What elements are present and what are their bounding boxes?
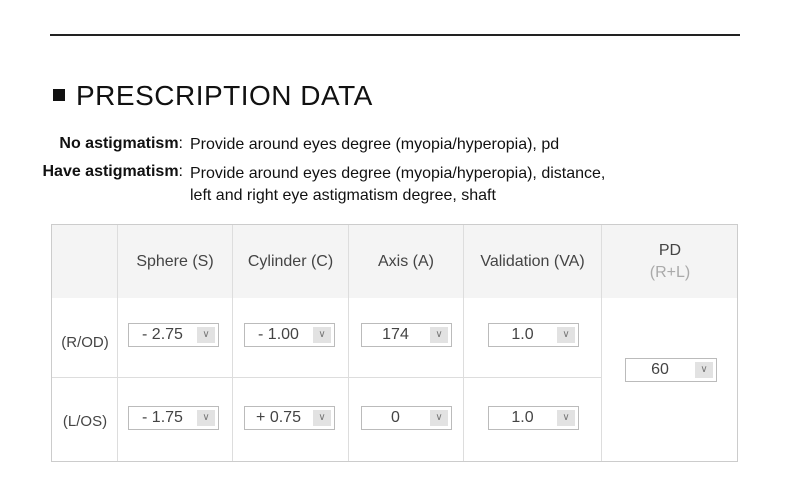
- left-cylinder-select[interactable]: + 0.75 ∨: [244, 406, 335, 430]
- table-header: [52, 225, 737, 298]
- have-astigmatism-text-2: left and right eye astigmatism degree, s…: [190, 187, 496, 204]
- header-axis: Axis (A): [378, 252, 434, 270]
- chevron-down-icon: ∨: [313, 410, 331, 426]
- chevron-down-icon: ∨: [430, 410, 448, 426]
- pd-select[interactable]: 60 ∨: [625, 358, 717, 382]
- divider: [50, 34, 740, 36]
- header-validation: Validation (VA): [480, 252, 585, 270]
- section-title: PRESCRIPTION DATA: [53, 80, 373, 112]
- chevron-down-icon: ∨: [557, 327, 575, 343]
- header-pd: PD (R+L): [649, 241, 691, 281]
- chevron-down-icon: ∨: [695, 362, 713, 378]
- chevron-down-icon: ∨: [557, 410, 575, 426]
- prescription-table: Sphere (S) Cylinder (C) Axis (A) Validat…: [51, 224, 738, 462]
- no-astigmatism-text: Provide around eyes degree (myopia/hyper…: [190, 136, 560, 153]
- have-astigmatism-label: Have astigmatism:: [42, 163, 183, 180]
- chevron-down-icon: ∨: [197, 327, 215, 343]
- chevron-down-icon: ∨: [313, 327, 331, 343]
- square-bullet-icon: [53, 89, 65, 101]
- title-text: PRESCRIPTION DATA: [76, 80, 373, 111]
- left-sphere-select[interactable]: - 1.75 ∨: [128, 406, 219, 430]
- have-astigmatism-text-1: Provide around eyes degree (myopia/hyper…: [190, 165, 606, 182]
- chevron-down-icon: ∨: [197, 410, 215, 426]
- row-label-left-eye: (L/OS): [62, 413, 108, 430]
- right-cylinder-select[interactable]: - 1.00 ∨: [244, 323, 335, 347]
- left-va-select[interactable]: 1.0 ∨: [488, 406, 579, 430]
- header-sphere: Sphere (S): [136, 252, 214, 270]
- right-axis-select[interactable]: 174 ∨: [361, 323, 452, 347]
- chevron-down-icon: ∨: [430, 327, 448, 343]
- row-label-right-eye: (R/OD): [61, 334, 109, 351]
- right-sphere-select[interactable]: - 2.75 ∨: [128, 323, 219, 347]
- no-astigmatism-label: No astigmatism:: [59, 135, 183, 152]
- right-va-select[interactable]: 1.0 ∨: [488, 323, 579, 347]
- left-axis-select[interactable]: 0 ∨: [361, 406, 452, 430]
- header-cylinder: Cylinder (C): [247, 252, 334, 270]
